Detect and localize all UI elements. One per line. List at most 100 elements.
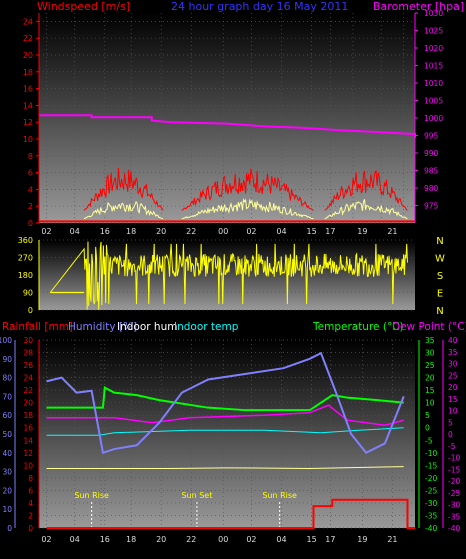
- humidity-tick-label: 40: [2, 449, 12, 458]
- humidity-tick-label: 0: [7, 524, 12, 533]
- x-tick-label: 20: [156, 535, 166, 544]
- indoor-hum-label: Indoor hum: [117, 321, 177, 333]
- indoor-hum-line: [46, 466, 404, 469]
- rain-tick-label: 8: [28, 474, 33, 483]
- x-tick-label: 15: [307, 227, 317, 236]
- dew-tick-label: -35: [448, 512, 460, 521]
- dew-tick-label: -20: [448, 477, 460, 486]
- baro-tick-label: 990: [424, 149, 439, 158]
- rain-tick-label: 4: [28, 499, 33, 508]
- temp-tick-label: -20: [425, 474, 437, 483]
- dew-tick-label: -40: [448, 524, 460, 533]
- rain-tick-label: 30: [23, 336, 33, 345]
- wind-tick-label: 16: [23, 85, 33, 94]
- wind-tick-label: 4: [28, 185, 33, 194]
- temp-tick-label: -15: [425, 461, 437, 470]
- x-tick-label: 22: [186, 227, 196, 236]
- x-tick-label: 21: [387, 535, 397, 544]
- wind-tick-label: 2: [28, 202, 33, 211]
- temperature-line: [46, 386, 404, 412]
- x-tick-label: 16: [100, 535, 110, 544]
- x-tick-label: 02: [246, 535, 256, 544]
- x-tick-label: 20: [156, 227, 166, 236]
- dew-tick-label: -5: [448, 442, 456, 451]
- dew-tick-label: 25: [448, 371, 458, 380]
- humidity-tick-label: 90: [2, 355, 12, 364]
- x-tick-label: 19: [357, 535, 367, 544]
- rain-tick-label: 28: [23, 349, 33, 358]
- rain-tick-label: 20: [23, 399, 33, 408]
- temp-tick-label: 20: [425, 374, 435, 383]
- humidity-tick-label: 30: [2, 468, 12, 477]
- wind-tick-label: 0: [28, 219, 33, 228]
- rain-tick-label: 14: [23, 436, 33, 445]
- temp-tick-label: -10: [425, 449, 437, 458]
- direction-tick-label: 180: [18, 271, 33, 280]
- temp-tick-label: -35: [425, 511, 437, 520]
- windspeed-label: Windspeed [m/s]: [37, 0, 130, 13]
- x-tick-label: 04: [70, 227, 80, 236]
- x-tick-label: 04: [276, 227, 286, 236]
- sun-label: Sun Set: [181, 491, 212, 500]
- compass-label: N: [436, 236, 443, 247]
- dew-tick-label: 40: [448, 336, 458, 345]
- baro-tick-label: 985: [424, 167, 439, 176]
- dew-tick-label: -25: [448, 489, 460, 498]
- rain-tick-label: 6: [28, 486, 33, 495]
- direction-grid: [39, 239, 415, 311]
- x-tick-label: 16: [100, 227, 110, 236]
- x-tick-label: 04: [276, 535, 286, 544]
- temp-tick-label: -30: [425, 499, 437, 508]
- sun-label: Sun Rise: [262, 491, 297, 500]
- x-tick-label: 02: [41, 535, 51, 544]
- compass-label: W: [435, 254, 445, 265]
- temperature-label: Temperature (°C): [312, 321, 404, 333]
- baro-tick-label: 1000: [424, 114, 443, 123]
- rain-tick-label: 0: [28, 524, 33, 533]
- wind-average-line: [83, 197, 408, 220]
- wind-grid: [39, 13, 415, 224]
- dew-point-label: Dew Point (°C): [392, 321, 466, 333]
- indoor-temp-line: [46, 427, 404, 436]
- wind-direction-line: [49, 241, 408, 310]
- rain-tick-label: 10: [23, 461, 33, 470]
- direction-tick-label: 0: [28, 306, 33, 315]
- dew-point-line: [46, 404, 404, 426]
- graph-title: 24 hour graph day 16 May 2011: [171, 0, 348, 13]
- x-tick-label: 18: [126, 535, 136, 544]
- temp-tick-label: 15: [425, 386, 435, 395]
- wind-tick-label: 6: [28, 169, 33, 178]
- temperature-data: Sun Rise Sun Set Sun Rise: [46, 351, 415, 529]
- baro-tick-label: 1025: [424, 27, 443, 36]
- direction-tick-label: 360: [18, 236, 33, 245]
- rain-tick-label: 2: [28, 511, 33, 520]
- x-tick-label: 17: [325, 227, 335, 236]
- dew-tick-label: -10: [448, 454, 460, 463]
- barometer-line: [39, 114, 416, 138]
- rainfall-line: [46, 498, 415, 529]
- wind-axes: 0246810121416182022249759809859909951000…: [23, 9, 444, 236]
- temp-tick-label: 0: [425, 424, 430, 433]
- wind-tick-label: 10: [23, 135, 33, 144]
- wind-tick-label: 20: [23, 51, 33, 60]
- dew-tick-label: 35: [448, 348, 458, 357]
- temperature-grid: [39, 339, 415, 529]
- rain-tick-label: 16: [23, 424, 33, 433]
- x-tick-label: 22: [186, 535, 196, 544]
- x-tick-label: 00: [218, 227, 228, 236]
- x-tick-label: 02: [41, 227, 51, 236]
- wind-gust-line: [83, 167, 408, 211]
- x-tick-label: 00: [218, 535, 228, 544]
- wind-data: [39, 114, 416, 223]
- direction-tick-label: 270: [18, 254, 33, 263]
- x-tick-label: 02: [246, 227, 256, 236]
- humidity-line: [46, 351, 405, 455]
- x-tick-label: 21: [387, 227, 397, 236]
- temp-tick-label: 10: [425, 399, 435, 408]
- temp-tick-label: -25: [425, 486, 437, 495]
- barometer-label: Barometer [hpa]: [373, 0, 464, 13]
- wind-tick-label: 22: [23, 34, 33, 43]
